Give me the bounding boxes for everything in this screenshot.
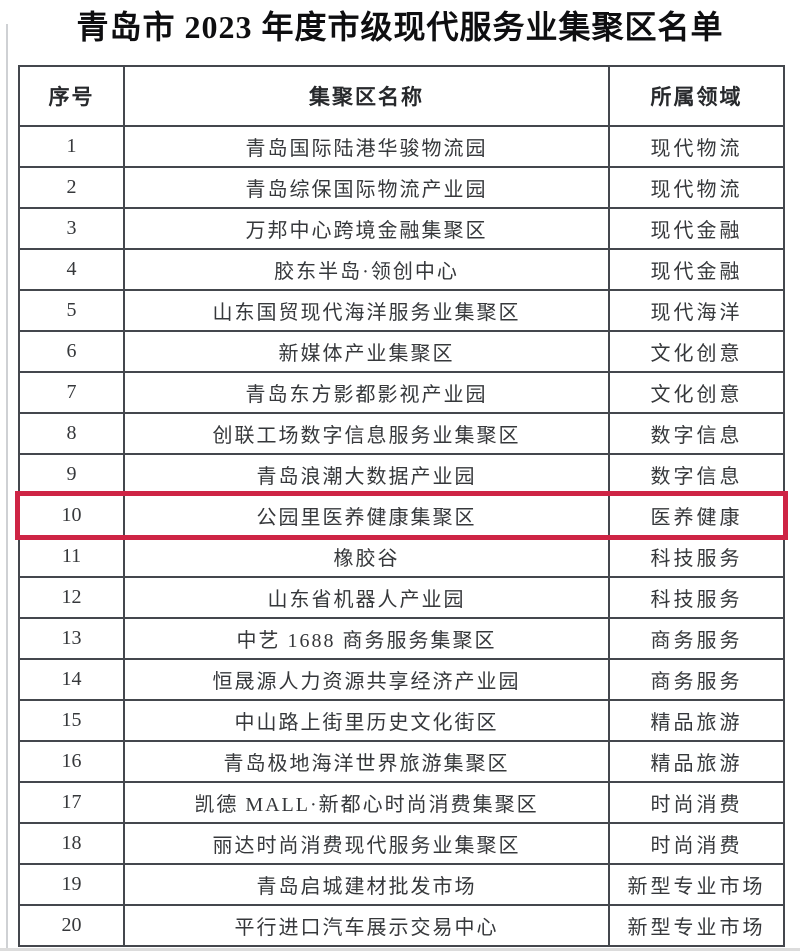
cell-no: 9 (18, 453, 125, 496)
cell-name: 新媒体产业集聚区 (123, 330, 610, 373)
cell-field: 文化创意 (608, 330, 785, 373)
table-row: 10 公园里医养健康集聚区 医养健康 (18, 494, 785, 537)
cell-field: 现代金融 (608, 248, 785, 291)
cell-field: 现代物流 (608, 166, 785, 209)
table-row: 5 山东国贸现代海洋服务业集聚区 现代海洋 (18, 289, 785, 332)
cell-no: 17 (18, 781, 125, 824)
cell-field: 时尚消费 (608, 822, 785, 865)
table-row: 6 新媒体产业集聚区 文化创意 (18, 330, 785, 373)
cell-no: 2 (18, 166, 125, 209)
cell-no: 18 (18, 822, 125, 865)
cell-field: 时尚消费 (608, 781, 785, 824)
column-header-field: 所属领域 (608, 65, 785, 127)
table-row: 7 青岛东方影都影视产业园 文化创意 (18, 371, 785, 414)
cell-name: 中山路上街里历史文化街区 (123, 699, 610, 742)
cell-no: 14 (18, 658, 125, 701)
cell-field: 科技服务 (608, 535, 785, 578)
cell-name: 中艺 1688 商务服务集聚区 (123, 617, 610, 660)
bottom-edge-artifact (0, 948, 800, 951)
table-row: 20 平行进口汽车展示交易中心 新型专业市场 (18, 904, 785, 947)
cell-no: 8 (18, 412, 125, 455)
cell-field: 医养健康 (608, 494, 785, 537)
table-body: 1 青岛国际陆港华骏物流园 现代物流 2 青岛综保国际物流产业园 现代物流 3 万邦中心跨境金… (18, 125, 785, 947)
cell-no: 19 (18, 863, 125, 906)
cell-field: 商务服务 (608, 617, 785, 660)
cell-field: 数字信息 (608, 453, 785, 496)
table-row: 17 凯德 MALL·新都心时尚消费集聚区 时尚消费 (18, 781, 785, 824)
cell-no: 12 (18, 576, 125, 619)
cell-name: 橡胶谷 (123, 535, 610, 578)
cell-no: 3 (18, 207, 125, 250)
cell-name: 山东国贸现代海洋服务业集聚区 (123, 289, 610, 332)
table-row: 13 中艺 1688 商务服务集聚区 商务服务 (18, 617, 785, 660)
cell-no: 1 (18, 125, 125, 168)
table-row: 15 中山路上街里历史文化街区 精品旅游 (18, 699, 785, 742)
cluster-table: 序号 集聚区名称 所属领域 1 青岛国际陆港华骏物流园 现代物流 2 青岛综保国际物流产… (18, 65, 785, 947)
cell-field: 现代金融 (608, 207, 785, 250)
cell-no: 10 (18, 494, 125, 537)
cell-name: 胶东半岛·领创中心 (123, 248, 610, 291)
table-row: 3 万邦中心跨境金融集聚区 现代金融 (18, 207, 785, 250)
cell-name: 万邦中心跨境金融集聚区 (123, 207, 610, 250)
cell-name: 青岛启城建材批发市场 (123, 863, 610, 906)
cell-name: 恒晟源人力资源共享经济产业园 (123, 658, 610, 701)
cell-no: 11 (18, 535, 125, 578)
table-row: 14 恒晟源人力资源共享经济产业园 商务服务 (18, 658, 785, 701)
cell-field: 精品旅游 (608, 740, 785, 783)
cell-name: 丽达时尚消费现代服务业集聚区 (123, 822, 610, 865)
cell-no: 4 (18, 248, 125, 291)
cell-field: 现代物流 (608, 125, 785, 168)
table-row: 11 橡胶谷 科技服务 (18, 535, 785, 578)
cell-field: 文化创意 (608, 371, 785, 414)
cell-name: 凯德 MALL·新都心时尚消费集聚区 (123, 781, 610, 824)
cell-no: 7 (18, 371, 125, 414)
cell-no: 15 (18, 699, 125, 742)
cell-field: 科技服务 (608, 576, 785, 619)
cell-no: 5 (18, 289, 125, 332)
cell-name: 平行进口汽车展示交易中心 (123, 904, 610, 947)
cell-field: 精品旅游 (608, 699, 785, 742)
table-row: 8 创联工场数字信息服务业集聚区 数字信息 (18, 412, 785, 455)
table-row: 1 青岛国际陆港华骏物流园 现代物流 (18, 125, 785, 168)
cell-field: 新型专业市场 (608, 863, 785, 906)
cell-field: 数字信息 (608, 412, 785, 455)
cell-field: 商务服务 (608, 658, 785, 701)
cell-name: 青岛浪潮大数据产业园 (123, 453, 610, 496)
cell-name: 公园里医养健康集聚区 (123, 494, 610, 537)
page-title: 青岛市 2023 年度市级现代服务业集聚区名单 (76, 9, 724, 45)
table-row: 19 青岛启城建材批发市场 新型专业市场 (18, 863, 785, 906)
table-row: 18 丽达时尚消费现代服务业集聚区 时尚消费 (18, 822, 785, 865)
cell-name: 青岛国际陆港华骏物流园 (123, 125, 610, 168)
column-header-name: 集聚区名称 (123, 65, 610, 127)
cell-name: 青岛东方影都影视产业园 (123, 371, 610, 414)
column-header-no: 序号 (18, 65, 125, 127)
table-header: 序号 集聚区名称 所属领域 (18, 65, 785, 127)
left-edge-artifact (6, 24, 8, 948)
cell-no: 16 (18, 740, 125, 783)
table-row: 16 青岛极地海洋世界旅游集聚区 精品旅游 (18, 740, 785, 783)
cell-no: 20 (18, 904, 125, 947)
cell-field: 现代海洋 (608, 289, 785, 332)
cell-name: 青岛极地海洋世界旅游集聚区 (123, 740, 610, 783)
cell-name: 山东省机器人产业园 (123, 576, 610, 619)
table-row: 2 青岛综保国际物流产业园 现代物流 (18, 166, 785, 209)
cell-name: 青岛综保国际物流产业园 (123, 166, 610, 209)
table-row: 9 青岛浪潮大数据产业园 数字信息 (18, 453, 785, 496)
cell-no: 13 (18, 617, 125, 660)
cell-name: 创联工场数字信息服务业集聚区 (123, 412, 610, 455)
table-row: 12 山东省机器人产业园 科技服务 (18, 576, 785, 619)
header-row: 序号 集聚区名称 所属领域 (18, 65, 785, 127)
table-row: 4 胶东半岛·领创中心 现代金融 (18, 248, 785, 291)
cell-no: 6 (18, 330, 125, 373)
cell-field: 新型专业市场 (608, 904, 785, 947)
